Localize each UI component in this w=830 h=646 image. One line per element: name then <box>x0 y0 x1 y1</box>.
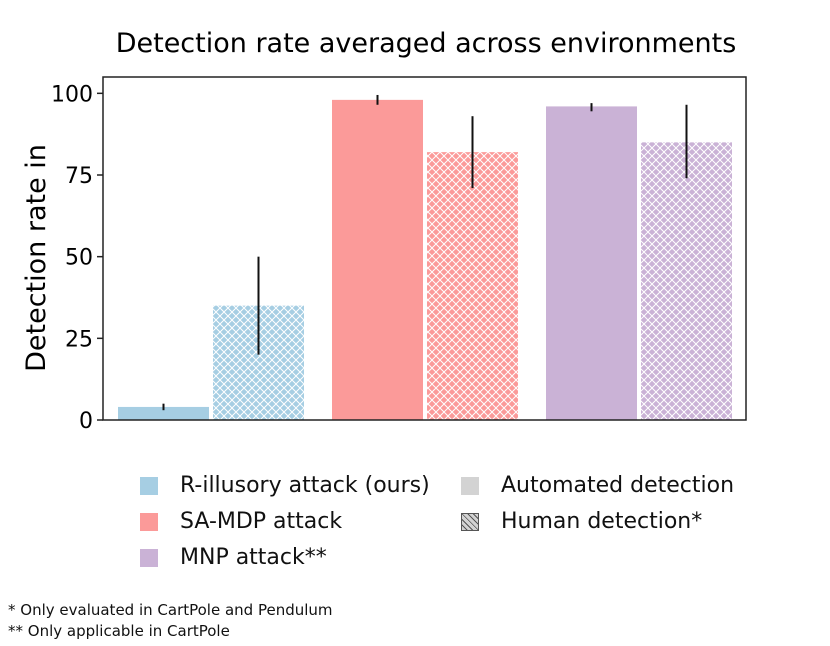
bar-chart: Detection rate averaged across environme… <box>21 28 747 434</box>
bar-automated-2 <box>546 106 637 421</box>
legend-label-automated: Automated detection <box>501 473 735 498</box>
bar-human-1 <box>427 152 518 420</box>
chart-title: Detection rate averaged across environme… <box>116 28 737 59</box>
bar-human-2 <box>641 142 732 421</box>
plot-frame <box>102 76 747 421</box>
legend-label-r-illusory: R-illusory attack (ours) <box>180 473 430 498</box>
y-tick-label-0: 0 <box>79 409 93 434</box>
legend-label-sa-mdp: SA-MDP attack <box>180 509 343 534</box>
bar-automated-1 <box>332 99 423 420</box>
footnote-1: * Only evaluated in CartPole and Pendulu… <box>8 601 333 619</box>
legend-label-human: Human detection* <box>501 509 703 534</box>
y-tick-label-25: 25 <box>65 327 93 352</box>
y-tick-label-75: 75 <box>65 164 93 189</box>
legend-swatch-automated <box>461 477 479 495</box>
legend-swatch-mnp <box>140 549 158 567</box>
legend-swatch-sa-mdp <box>140 513 158 531</box>
y-tick-label-50: 50 <box>65 246 93 271</box>
legend-swatch-r-illusory <box>140 477 158 495</box>
y-tick-label-100: 100 <box>51 82 93 107</box>
y-axis-label: Detection rate in <box>21 144 52 372</box>
footnote-2: ** Only applicable in CartPole <box>8 622 230 640</box>
legend-swatch-human <box>461 513 479 531</box>
bar-automated-0 <box>118 406 209 420</box>
legend-label-mnp: MNP attack** <box>180 545 327 570</box>
